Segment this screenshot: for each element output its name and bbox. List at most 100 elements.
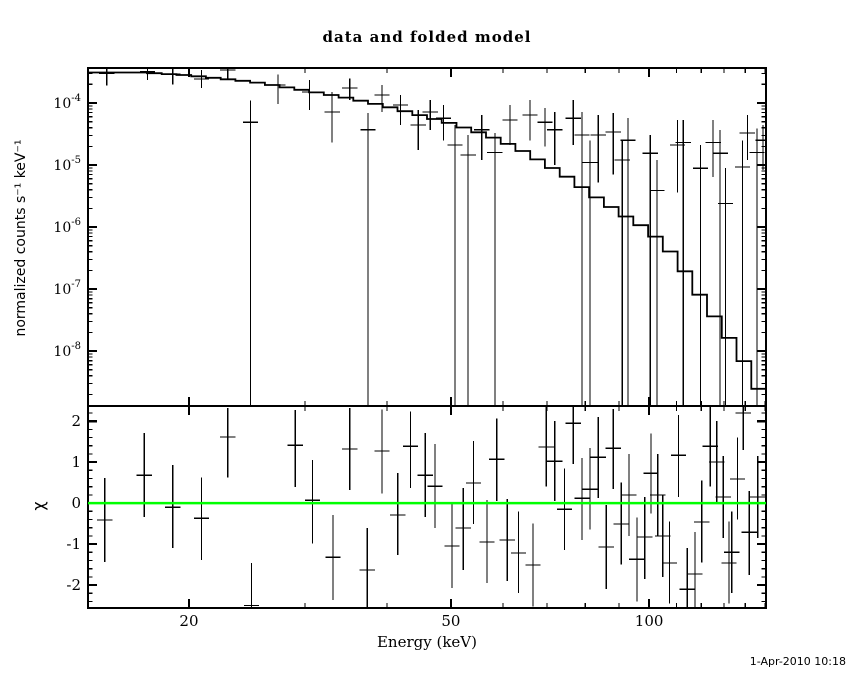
data-point <box>193 477 210 561</box>
data-point <box>590 115 606 183</box>
data-point <box>755 125 766 171</box>
y-tick-label: -2 <box>66 576 81 594</box>
data-point <box>538 406 554 487</box>
data-point <box>675 120 691 406</box>
data-point <box>360 113 376 406</box>
data-point <box>590 417 606 499</box>
data-point <box>598 505 614 590</box>
data-point <box>422 99 438 130</box>
data-point <box>325 514 341 601</box>
residual-data-points <box>97 406 766 608</box>
data-point <box>574 111 590 406</box>
data-point <box>605 113 621 175</box>
data-point <box>739 115 755 161</box>
data-point <box>643 433 659 514</box>
data-point <box>750 455 766 538</box>
data-point <box>642 134 658 406</box>
data-point <box>629 517 645 602</box>
data-point <box>489 418 505 502</box>
data-point <box>556 468 573 551</box>
data-point <box>242 100 259 406</box>
timestamp: 1-Apr-2010 10:18 <box>749 655 846 668</box>
x-tick-label: 20 <box>179 612 198 630</box>
data-point <box>613 482 629 565</box>
data-point <box>721 521 737 604</box>
data-point <box>479 500 495 584</box>
data-point <box>474 115 490 161</box>
x-tick-label: 100 <box>635 612 664 630</box>
data-point <box>724 511 740 594</box>
y-tick-label: 10-4 <box>53 93 81 112</box>
data-point <box>749 128 765 406</box>
y-tick-label: 10-7 <box>53 279 81 298</box>
spectrum-y-tick-labels: 10-4 10-5 10-6 10-7 10-8 <box>53 93 81 360</box>
data-point <box>270 74 286 104</box>
data-point <box>702 406 718 487</box>
data-point <box>220 68 236 79</box>
data-point <box>435 104 452 141</box>
spectrum-y-ticks <box>88 72 766 395</box>
x-axis-label: Energy (keV) <box>376 633 477 651</box>
spectrum-data-points <box>99 68 766 406</box>
data-point <box>734 140 751 406</box>
data-point <box>669 120 686 193</box>
data-point <box>97 478 113 563</box>
data-point <box>220 408 236 478</box>
y-axis-label-residuals: χ <box>29 501 48 511</box>
data-point <box>499 499 515 581</box>
x-axis-ticks <box>187 68 766 608</box>
data-point <box>637 496 653 579</box>
data-point <box>620 118 636 406</box>
residual-y-tick-labels: 2 1 0 -1 -2 <box>66 412 81 594</box>
data-point <box>614 140 630 406</box>
data-point <box>342 78 358 100</box>
data-point <box>342 408 358 490</box>
y-tick-label: 10-8 <box>53 341 81 360</box>
data-point <box>465 441 482 525</box>
data-point <box>565 406 581 465</box>
data-point <box>712 129 728 406</box>
data-point <box>287 410 303 488</box>
data-point <box>525 523 541 607</box>
model-curve <box>88 71 766 390</box>
y-tick-label: 0 <box>71 494 81 512</box>
data-point <box>455 487 471 570</box>
data-point <box>243 562 260 608</box>
data-point <box>139 68 156 81</box>
data-point <box>582 447 598 530</box>
data-point <box>717 167 734 406</box>
model-histogram <box>88 71 766 390</box>
data-point <box>565 99 581 146</box>
data-point <box>649 160 665 406</box>
data-point <box>705 120 721 178</box>
data-point <box>661 521 678 604</box>
data-point <box>715 455 731 538</box>
data-point <box>502 104 518 146</box>
data-point <box>410 110 426 150</box>
data-point <box>324 92 340 143</box>
data-point <box>165 68 181 85</box>
data-point <box>487 132 503 406</box>
data-point <box>402 411 419 488</box>
data-point <box>687 531 703 608</box>
data-point <box>709 421 725 504</box>
data-point <box>605 408 621 489</box>
data-point <box>99 68 115 86</box>
data-point <box>741 490 757 575</box>
residual-y-ticks <box>88 412 766 603</box>
data-point <box>694 480 710 563</box>
data-point <box>735 406 751 450</box>
data-point <box>574 458 590 540</box>
y-tick-label: 10-6 <box>53 217 81 236</box>
data-point <box>729 437 746 520</box>
x-tick-label: 50 <box>441 612 460 630</box>
y-tick-label: 10-5 <box>53 155 81 174</box>
y-axis-label-spectrum: normalized counts s⁻¹ keV⁻¹ <box>13 139 29 337</box>
data-point <box>692 145 709 406</box>
data-point <box>582 140 598 406</box>
data-point <box>670 415 687 497</box>
data-point <box>621 453 637 536</box>
data-point <box>444 503 460 588</box>
